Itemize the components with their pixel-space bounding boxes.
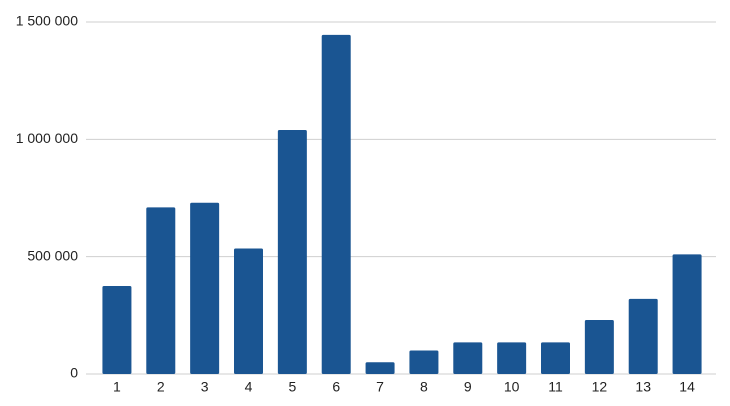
y-tick-label: 500 000	[27, 247, 78, 263]
bar	[146, 207, 176, 374]
bar	[672, 254, 702, 374]
x-tick-label: 9	[464, 379, 472, 395]
x-tick-label: 6	[332, 379, 340, 395]
bar	[409, 350, 439, 374]
bar	[628, 298, 658, 374]
x-tick-label: 13	[635, 379, 651, 395]
bar	[453, 342, 483, 374]
bar	[190, 202, 220, 374]
x-tick-label: 12	[592, 379, 608, 395]
x-tick-label: 4	[245, 379, 253, 395]
bar	[234, 248, 263, 374]
bar	[321, 34, 351, 374]
x-tick-label: 14	[679, 379, 695, 395]
bar	[584, 320, 614, 374]
y-tick-label: 1 500 000	[16, 13, 78, 29]
bar	[541, 342, 570, 374]
x-tick-label: 3	[201, 379, 209, 395]
x-tick-label: 1	[113, 379, 121, 395]
x-tick-label: 10	[504, 379, 520, 395]
y-tick-label: 0	[70, 365, 78, 381]
bar	[365, 362, 395, 374]
x-tick-label: 7	[376, 379, 384, 395]
bar	[497, 342, 527, 374]
bar	[277, 129, 307, 374]
x-tick-label: 5	[288, 379, 296, 395]
x-tick-label: 2	[157, 379, 165, 395]
y-tick-label: 1 000 000	[16, 130, 78, 146]
x-tick-label: 11	[548, 379, 563, 395]
x-tick-label: 8	[420, 379, 428, 395]
bar	[102, 286, 132, 374]
